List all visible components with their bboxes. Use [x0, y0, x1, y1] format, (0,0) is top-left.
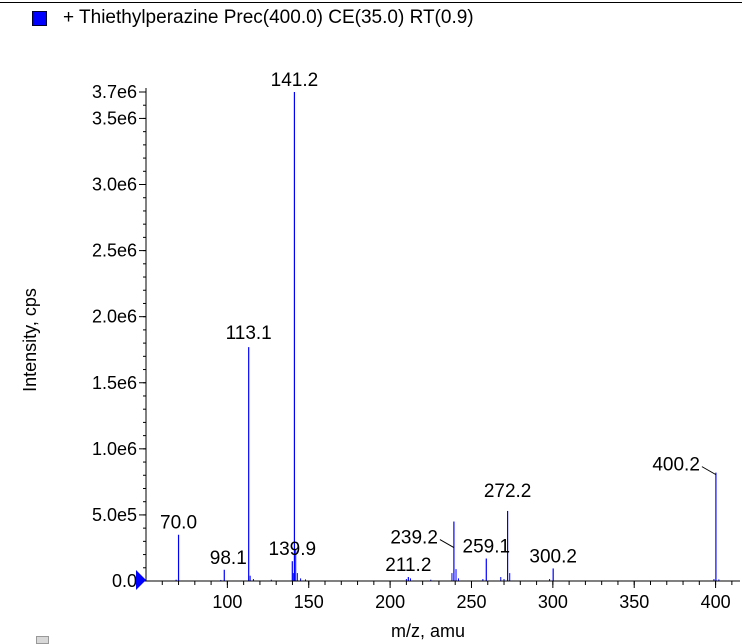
baseline-marker-icon: [136, 570, 146, 590]
peak-label: 259.1: [463, 537, 511, 558]
y-tick-label: 1.0e6: [92, 439, 137, 459]
x-tick-label: 300: [538, 592, 568, 612]
scroll-indicator-icon: [36, 636, 49, 644]
x-tick-label: 150: [294, 592, 324, 612]
x-tick-label: 100: [212, 592, 242, 612]
y-axis-label: Intensity, cps: [20, 288, 40, 392]
x-tick-label: 350: [619, 592, 649, 612]
x-tick-label: 250: [456, 592, 486, 612]
y-tick-label: 3.0e6: [92, 175, 137, 195]
top-divider: [0, 2, 742, 3]
peak-label: 98.1: [210, 548, 247, 569]
y-tick-label: 0.0: [112, 571, 137, 591]
y-tick-label: 5.0e5: [92, 505, 137, 525]
leader-line: [439, 539, 455, 548]
y-tick-label: 3.7e6: [92, 82, 137, 102]
peak-label: 70.0: [160, 513, 197, 534]
legend: + Thiethylperazine Prec(400.0) CE(35.0) …: [32, 6, 474, 30]
x-tick-label: 400: [701, 592, 731, 612]
peak-label: 400.2: [652, 455, 700, 476]
peak-label: 272.2: [484, 481, 532, 502]
legend-swatch: [32, 10, 47, 26]
peak-label: 300.2: [529, 546, 577, 567]
y-tick-label: 2.0e6: [92, 307, 137, 327]
peak-label: 141.2: [271, 70, 319, 91]
y-tick-label: 2.5e6: [92, 241, 137, 261]
x-tick-label: 200: [375, 592, 405, 612]
peak-label: 239.2: [390, 528, 438, 549]
y-tick-label: 1.5e6: [92, 373, 137, 393]
y-tick-label: 3.5e6: [92, 108, 137, 128]
peak-label: 139.9: [269, 539, 317, 560]
leader-line: [701, 466, 717, 476]
x-axis-label: m/z, amu: [391, 621, 465, 641]
legend-label: + Thiethylperazine Prec(400.0) CE(35.0) …: [63, 7, 474, 28]
peak-label: 113.1: [226, 323, 272, 344]
peak-label: 211.2: [385, 555, 431, 576]
